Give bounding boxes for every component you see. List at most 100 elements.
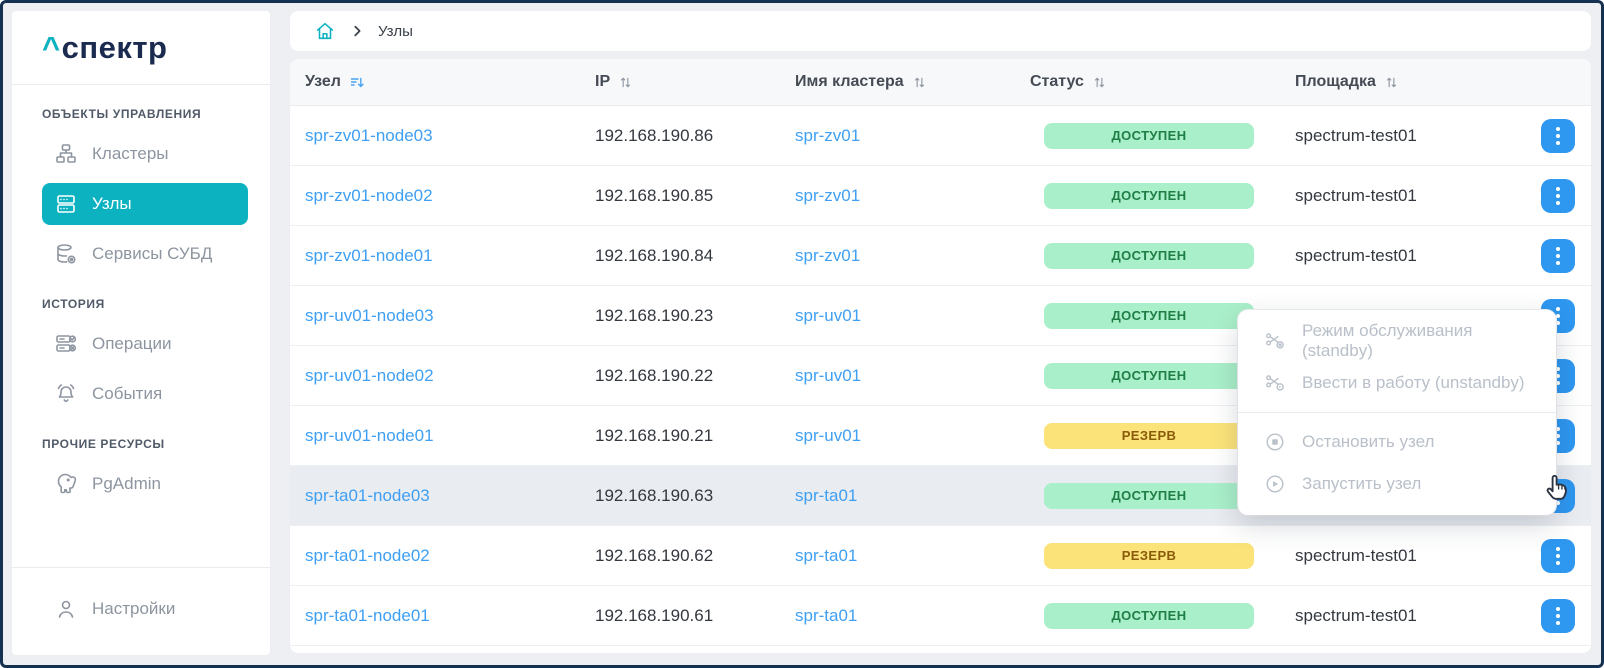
home-icon[interactable]	[314, 20, 336, 42]
sort-icon[interactable]	[912, 75, 927, 90]
site-cell: spectrum-test01	[1295, 185, 1417, 205]
menu-item-start-node[interactable]: Запустить узел	[1238, 463, 1556, 505]
column-label: Площадка	[1295, 73, 1376, 90]
cluster-link[interactable]: spr-zv01	[795, 125, 861, 145]
cluster-link[interactable]: spr-uv01	[795, 365, 862, 385]
maintenance-standby-icon	[1266, 333, 1284, 349]
node-link[interactable]: spr-uv01-node01	[305, 425, 434, 445]
row-actions-button[interactable]	[1541, 238, 1575, 273]
ip-cell: 192.168.190.61	[595, 605, 714, 625]
kebab-dot	[1556, 260, 1560, 265]
ip-cell: 192.168.190.21	[595, 425, 714, 445]
sidebar-item-pgadmin[interactable]: PgAdmin	[42, 463, 248, 505]
events-icon	[57, 384, 75, 402]
menu-item-label: Ввести в работу (unstandby)	[1302, 373, 1525, 392]
sidebar-item-nodes[interactable]: Узлы	[42, 183, 248, 225]
cluster-link[interactable]: spr-ta01	[795, 545, 858, 565]
site-cell: spectrum-test01	[1295, 245, 1417, 265]
row-actions-button[interactable]	[1541, 538, 1575, 573]
node-link[interactable]: spr-ta01-node02	[305, 545, 430, 565]
status-badge: ДОСТУПЕН	[1044, 122, 1254, 149]
menu-item-label: Режим обслуживания (standby)	[1302, 321, 1473, 360]
kebab-dot	[1556, 500, 1560, 505]
table-row: spr-zv01-node03 192.168.190.86 spr-zv01 …	[290, 106, 1591, 166]
menu-item-standby[interactable]: Режим обслуживания (standby)	[1238, 320, 1556, 362]
pgadmin-icon	[57, 473, 77, 494]
sidebar-item-events[interactable]: События	[42, 373, 248, 415]
kebab-dot	[1556, 200, 1560, 205]
node-link[interactable]: spr-zv01-node01	[305, 245, 433, 265]
kebab-dot	[1556, 126, 1560, 131]
cluster-link[interactable]: spr-uv01	[795, 305, 862, 325]
table-header-row: Узел IP Имя кластера Статус Площадка	[290, 59, 1591, 106]
kebab-dot	[1556, 133, 1560, 138]
sidebar-item-settings[interactable]: Настройки	[42, 588, 248, 630]
table-row: spr-ta01-node02 192.168.190.62 spr-ta01 …	[290, 526, 1591, 586]
cluster-link[interactable]: spr-zv01	[795, 245, 861, 265]
node-link[interactable]: spr-ta01-node03	[305, 485, 430, 505]
node-link[interactable]: spr-zv01-node03	[305, 125, 433, 145]
node-link[interactable]: spr-zv01-node02	[305, 185, 433, 205]
ip-cell: 192.168.190.63	[595, 485, 714, 505]
menu-item-stop-node[interactable]: Остановить узел	[1238, 421, 1556, 463]
row-actions-button[interactable]	[1541, 178, 1575, 213]
cluster-link[interactable]: spr-uv01	[795, 425, 862, 445]
row-actions-button[interactable]	[1541, 118, 1575, 153]
sidebar-item-dbms-services[interactable]: Сервисы СУБД	[42, 233, 248, 275]
cluster-link[interactable]: spr-ta01	[795, 605, 858, 625]
nodes-icon	[57, 195, 75, 213]
column-header-ip[interactable]: IP	[595, 73, 795, 91]
sidebar-item-label: Узлы	[92, 194, 132, 213]
column-label: Имя кластера	[795, 73, 904, 90]
section-label-management: ОБЪЕКТЫ УПРАВЛЕНИЯ	[42, 107, 202, 121]
sort-icon[interactable]	[618, 75, 633, 90]
menu-divider	[1238, 412, 1556, 413]
kebab-dot	[1556, 560, 1560, 565]
operations-icon	[56, 335, 77, 352]
sidebar-footer: Настройки	[12, 567, 270, 655]
column-header-site[interactable]: Площадка	[1295, 73, 1541, 91]
column-label: IP	[595, 73, 611, 90]
site-cell: spectrum-test01	[1295, 125, 1417, 145]
sidebar-item-label: Сервисы СУБД	[92, 244, 213, 263]
menu-item-unstandby[interactable]: Ввести в работу (unstandby)	[1238, 362, 1556, 404]
row-actions-button[interactable]	[1541, 598, 1575, 633]
sort-descending-icon[interactable]	[349, 74, 365, 90]
sidebar-item-clusters[interactable]: Кластеры	[42, 133, 248, 175]
column-header-status[interactable]: Статус	[1030, 73, 1295, 91]
ip-cell: 192.168.190.23	[595, 305, 714, 325]
column-header-node[interactable]: Узел	[305, 73, 595, 91]
ip-cell: 192.168.190.86	[595, 125, 714, 145]
site-cell: spectrum-test01	[1295, 545, 1417, 565]
status-badge: ДОСТУПЕН	[1044, 362, 1254, 389]
node-link[interactable]: spr-ta01-node01	[305, 605, 430, 625]
table-row: spr-zv01-node01 192.168.190.84 spr-zv01 …	[290, 226, 1591, 286]
kebab-dot	[1556, 426, 1560, 431]
node-link[interactable]: spr-uv01-node03	[305, 305, 434, 325]
kebab-dot	[1556, 613, 1560, 618]
sidebar-item-operations[interactable]: Операции	[42, 323, 248, 365]
ip-cell: 192.168.190.62	[595, 545, 714, 565]
sidebar-item-label: Кластеры	[92, 144, 169, 163]
column-header-cluster[interactable]: Имя кластера	[795, 73, 1030, 91]
kebab-dot	[1556, 620, 1560, 625]
table-row: spr-ta01-node01 192.168.190.61 spr-ta01 …	[290, 586, 1591, 646]
sort-icon[interactable]	[1092, 75, 1107, 90]
breadcrumb-current: Узлы	[378, 22, 413, 40]
sidebar-item-label: PgAdmin	[92, 474, 161, 493]
mouse-cursor-icon	[1546, 474, 1567, 500]
app-logo: ^ спектр	[12, 11, 270, 85]
kebab-dot	[1556, 246, 1560, 251]
ip-cell: 192.168.190.22	[595, 365, 714, 385]
sort-icon[interactable]	[1384, 75, 1399, 90]
kebab-dot	[1556, 546, 1560, 551]
column-label: Статус	[1030, 73, 1084, 90]
context-menu: Режим обслуживания (standby) Ввести в ра…	[1238, 310, 1556, 515]
cluster-link[interactable]: spr-zv01	[795, 185, 861, 205]
status-badge: ДОСТУПЕН	[1044, 302, 1254, 329]
cluster-link[interactable]: spr-ta01	[795, 485, 858, 505]
sidebar-item-label: Настройки	[92, 599, 176, 618]
kebab-dot	[1556, 366, 1560, 371]
node-link[interactable]: spr-uv01-node02	[305, 365, 434, 385]
menu-item-label: Остановить узел	[1302, 432, 1435, 451]
